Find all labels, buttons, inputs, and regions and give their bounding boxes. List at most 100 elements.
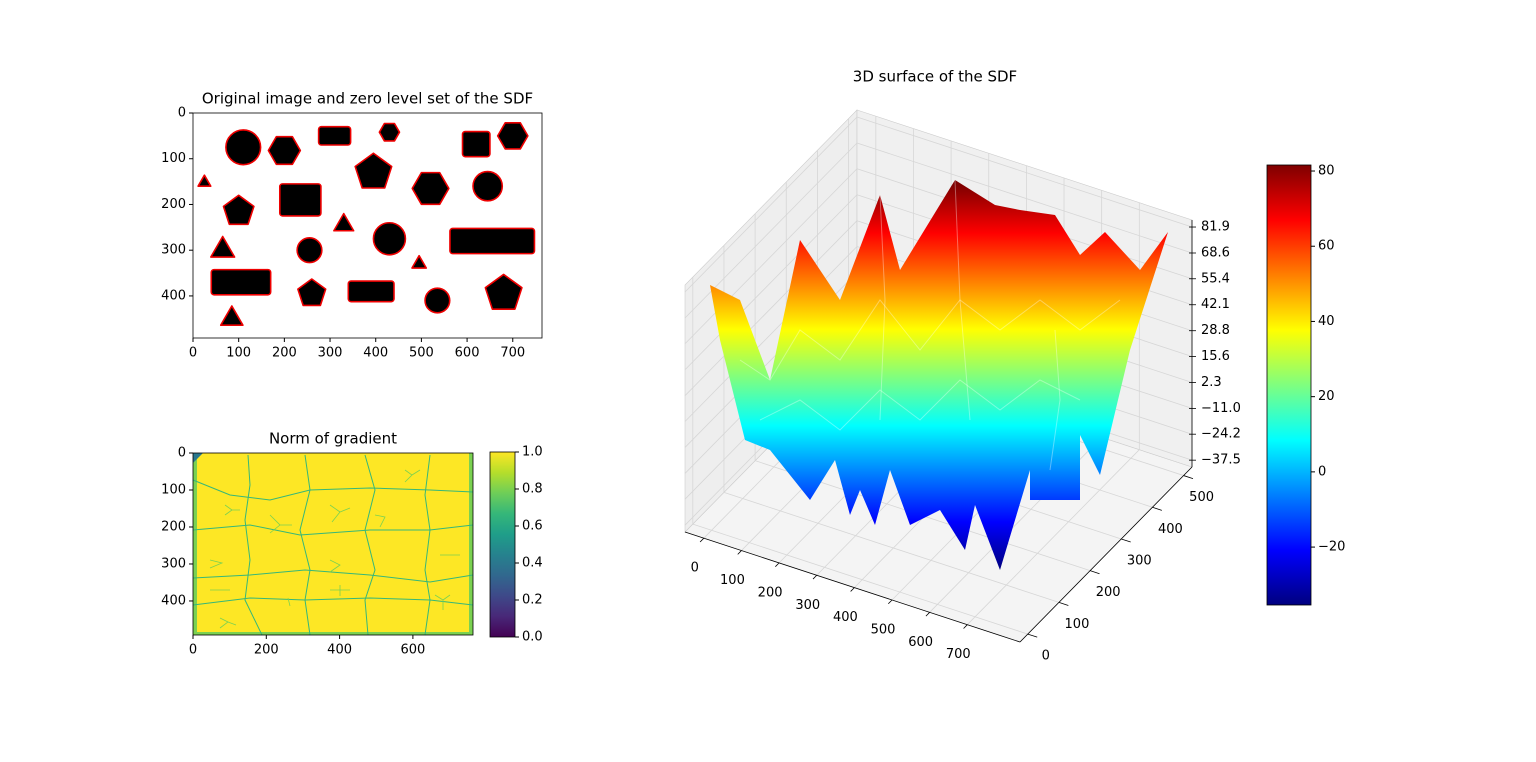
- y-tick-label: 400: [161, 593, 186, 608]
- ridge: [299, 454, 311, 636]
- surface-body: [710, 180, 1168, 570]
- y-tick-label: 0: [178, 446, 186, 461]
- axes-frame: [192, 452, 474, 636]
- shape: [280, 184, 321, 216]
- chart-title: Norm of gradient: [269, 430, 397, 448]
- ridge: [192, 524, 474, 536]
- shape: [450, 228, 535, 253]
- star: [209, 559, 224, 569]
- x-tick-label: 0: [189, 643, 197, 658]
- grid-line: [856, 116, 1193, 228]
- colorbar: [1266, 164, 1312, 606]
- colorbar-tick-label: 0.4: [522, 556, 543, 571]
- y-tick-label: 100: [1065, 617, 1090, 632]
- grid-line: [692, 523, 1028, 635]
- x-tick-label: 300: [795, 598, 820, 613]
- y-tick-label: 500: [1189, 490, 1214, 505]
- x-tick-label: 100: [226, 346, 251, 361]
- surface-ridge: [1049, 329, 1061, 471]
- z-tick-label: 68.6: [1201, 245, 1230, 260]
- y-tick-label: 200: [161, 519, 186, 534]
- star: [434, 594, 451, 610]
- ridge: [192, 479, 474, 501]
- x-tick: [699, 537, 705, 543]
- x-tick-label: 700: [946, 647, 971, 662]
- x-tick-label: 200: [758, 585, 783, 600]
- star: [219, 617, 237, 629]
- shape: [473, 172, 502, 201]
- colorbar-tick-label: 0.0: [522, 630, 543, 645]
- colorbar-tick-label: 40: [1318, 314, 1335, 329]
- z-tick-label: −11.0: [1201, 401, 1241, 416]
- shape: [373, 223, 405, 255]
- z-tick-label: −24.2: [1201, 427, 1241, 442]
- shape: [198, 175, 211, 186]
- y-tick-label: 400: [1158, 522, 1183, 537]
- star: [374, 514, 386, 528]
- grid-line: [967, 449, 1140, 625]
- colorbar-tick-label: 0.8: [522, 482, 543, 497]
- shapes: [198, 123, 534, 325]
- grid-line: [856, 142, 1193, 254]
- y-tick: [1027, 633, 1038, 638]
- x-tick: [812, 574, 818, 580]
- heatmap-fill: [193, 453, 473, 635]
- heatmap-stars: [209, 469, 460, 629]
- binary-image: [193, 113, 542, 338]
- x-tick-label: 500: [409, 346, 434, 361]
- colorbar-tick-label: 0: [1318, 464, 1326, 479]
- z-tick-label: 28.8: [1201, 323, 1230, 338]
- shape: [226, 130, 261, 165]
- surface-ridges: [739, 179, 1121, 471]
- x-tick-label: 100: [720, 573, 745, 588]
- shape: [498, 123, 528, 149]
- ridge: [192, 597, 474, 606]
- shape: [425, 288, 450, 313]
- x-tick-label: 200: [272, 346, 297, 361]
- colorbar-tick-label: 0.6: [522, 519, 543, 534]
- ridge: [364, 454, 376, 636]
- z-tick-label: 55.4: [1201, 271, 1230, 286]
- star: [287, 597, 291, 607]
- shape: [355, 153, 391, 188]
- shape: [334, 214, 354, 231]
- surface: [710, 179, 1168, 570]
- colorbar-tick-label: −20: [1318, 540, 1345, 555]
- star: [329, 559, 341, 573]
- heatmap-ridges: [192, 454, 474, 636]
- y-tick-label: 200: [1096, 585, 1121, 600]
- gradient-heatmap: [192, 453, 474, 636]
- shape: [298, 279, 326, 305]
- x-tick: [737, 550, 742, 555]
- z-tick-label: 81.9: [1201, 220, 1230, 235]
- chart-title: Original image and zero level set of the…: [202, 90, 533, 108]
- star: [329, 504, 351, 523]
- y-tick-label: 300: [1127, 553, 1152, 568]
- y-tick-label: 100: [161, 151, 186, 166]
- x-tick: [887, 599, 893, 605]
- grid-line: [684, 168, 858, 345]
- y-tick: [1152, 506, 1162, 511]
- x-tick: [963, 624, 968, 629]
- colorbar: [489, 451, 516, 638]
- shape: [319, 127, 351, 145]
- y-tick: [1089, 570, 1100, 575]
- y-tick: [1121, 538, 1131, 543]
- x-tick-label: 600: [908, 635, 933, 650]
- y-tick-label: 100: [161, 482, 186, 497]
- surface-ridge: [954, 179, 971, 421]
- colorbar-tick-label: 20: [1318, 389, 1335, 404]
- y-tick-label: 0: [178, 106, 186, 121]
- shape: [379, 123, 399, 140]
- z-tick-label: 42.1: [1201, 297, 1230, 312]
- grid-line: [684, 194, 858, 371]
- z-tick-label: 15.6: [1201, 349, 1230, 364]
- x-tick-label: 700: [500, 346, 525, 361]
- x-tick-label: 400: [327, 643, 352, 658]
- shape: [348, 281, 394, 302]
- y-tick-label: 400: [161, 288, 186, 303]
- y-tick-label: 0: [1042, 649, 1050, 664]
- shape: [211, 236, 235, 257]
